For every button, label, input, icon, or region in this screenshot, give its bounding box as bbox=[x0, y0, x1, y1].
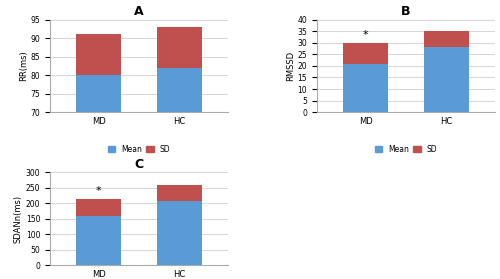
Text: *: * bbox=[362, 30, 368, 40]
Bar bbox=[76, 75, 121, 112]
Bar bbox=[157, 68, 202, 112]
Bar bbox=[76, 199, 121, 216]
Bar bbox=[424, 31, 469, 47]
Bar bbox=[157, 201, 202, 265]
Bar bbox=[344, 43, 388, 64]
Bar bbox=[344, 64, 388, 112]
Y-axis label: RR(ms): RR(ms) bbox=[19, 50, 28, 81]
Bar bbox=[157, 185, 202, 201]
Y-axis label: SDANn(ms): SDANn(ms) bbox=[14, 195, 23, 243]
Bar bbox=[76, 34, 121, 75]
Legend: Mean, SD: Mean, SD bbox=[372, 142, 440, 157]
Title: B: B bbox=[401, 5, 411, 18]
Legend: Mean, SD: Mean, SD bbox=[104, 142, 174, 157]
Bar bbox=[424, 47, 469, 112]
Y-axis label: RMSSD: RMSSD bbox=[286, 51, 295, 81]
Title: A: A bbox=[134, 5, 144, 18]
Bar bbox=[157, 27, 202, 68]
Text: *: * bbox=[96, 186, 102, 196]
Title: C: C bbox=[134, 158, 143, 171]
Bar bbox=[76, 216, 121, 265]
